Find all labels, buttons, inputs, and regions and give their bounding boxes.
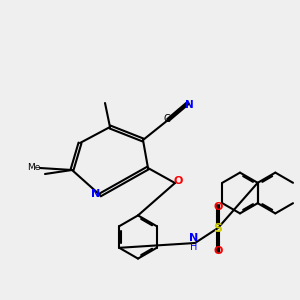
Text: H: H bbox=[190, 242, 197, 252]
Text: Me: Me bbox=[27, 164, 41, 172]
Text: N: N bbox=[189, 232, 198, 243]
Text: O: O bbox=[173, 176, 183, 187]
Text: N: N bbox=[185, 100, 194, 110]
Text: N: N bbox=[92, 189, 101, 200]
Text: O: O bbox=[213, 245, 223, 256]
Text: S: S bbox=[214, 221, 223, 235]
Text: O: O bbox=[213, 202, 223, 212]
Text: C: C bbox=[163, 113, 170, 124]
